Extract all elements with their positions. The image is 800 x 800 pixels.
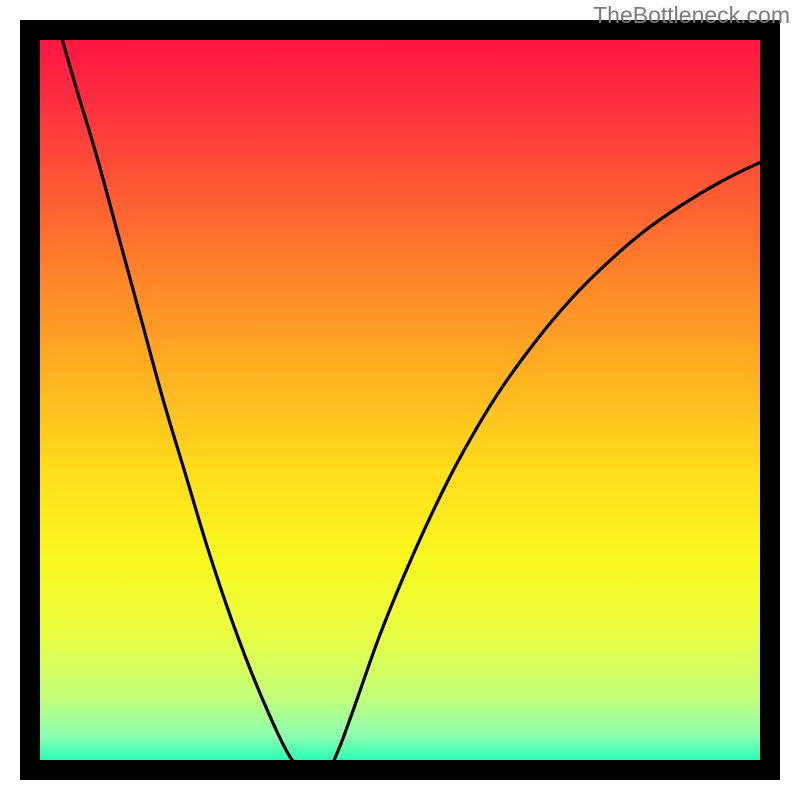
bottleneck-chart: [0, 0, 800, 800]
chart-container: { "meta": { "watermark_text": "TheBottle…: [0, 0, 800, 800]
watermark-text: TheBottleneck.com: [593, 2, 790, 29]
plot-background: [30, 30, 770, 770]
